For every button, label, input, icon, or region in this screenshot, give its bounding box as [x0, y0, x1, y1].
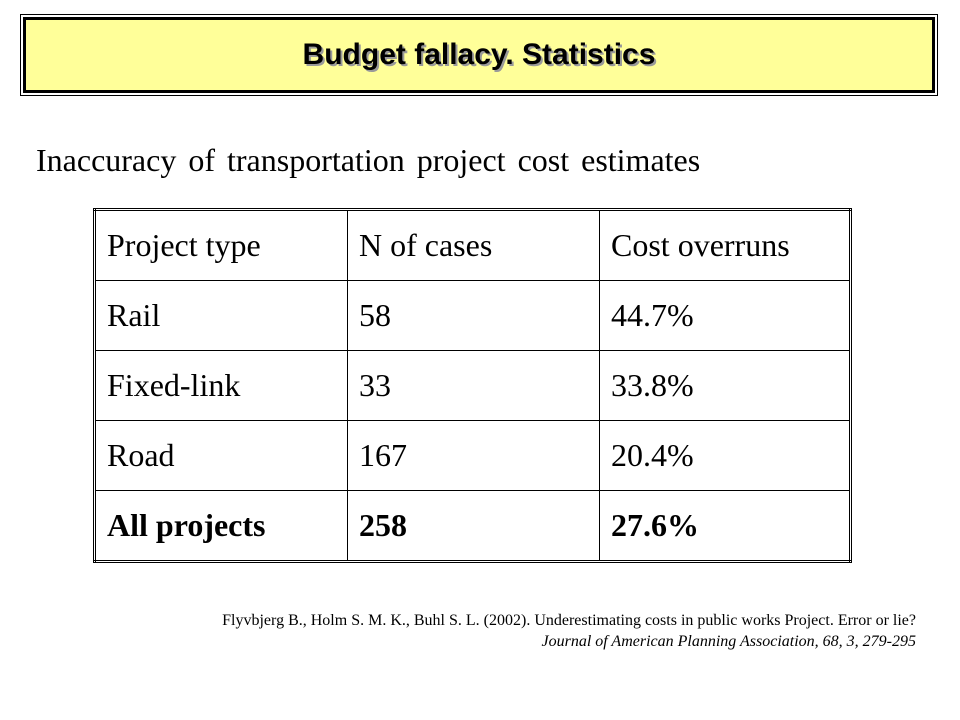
table-cell: Rail — [94, 280, 348, 351]
table-header-row: Project type N of cases Cost overruns — [94, 209, 851, 281]
table-cell: 33 — [347, 350, 600, 421]
table-row: Road 167 20.4% — [94, 420, 851, 491]
table-row: Fixed-link 33 33.8% — [94, 350, 851, 421]
header-cell: N of cases — [347, 209, 600, 281]
header-cell: Cost overruns — [599, 209, 851, 281]
table-cell: Road — [94, 420, 348, 491]
table-cell: 167 — [347, 420, 600, 491]
citation: Flyvbjerg B., Holm S. M. K., Buhl S. L. … — [222, 610, 916, 652]
page-title: Budget fallacy. Statistics — [302, 38, 656, 71]
table-cell: All projects — [94, 490, 348, 562]
citation-authors: Flyvbjerg B., Holm S. M. K., Buhl S. L. … — [222, 612, 916, 629]
table-cell: 258 — [347, 490, 600, 562]
title-banner: Budget fallacy. Statistics — [20, 14, 938, 96]
table-cell: 20.4% — [599, 420, 851, 491]
table-cell: 44.7% — [599, 280, 851, 351]
table-cell: 27.6% — [599, 490, 851, 562]
statistics-table: Project type N of cases Cost overruns Ra… — [93, 208, 852, 563]
subtitle: Inaccuracy of transportation project cos… — [36, 142, 701, 178]
table-cell: 33.8% — [599, 350, 851, 421]
citation-journal: Journal of American Planning Association… — [541, 633, 917, 650]
table-row: Rail 58 44.7% — [94, 280, 851, 351]
table-cell: 58 — [347, 280, 600, 351]
table-total-row: All projects 258 27.6% — [94, 490, 851, 562]
table-cell: Fixed-link — [94, 350, 348, 421]
header-cell: Project type — [94, 209, 348, 281]
